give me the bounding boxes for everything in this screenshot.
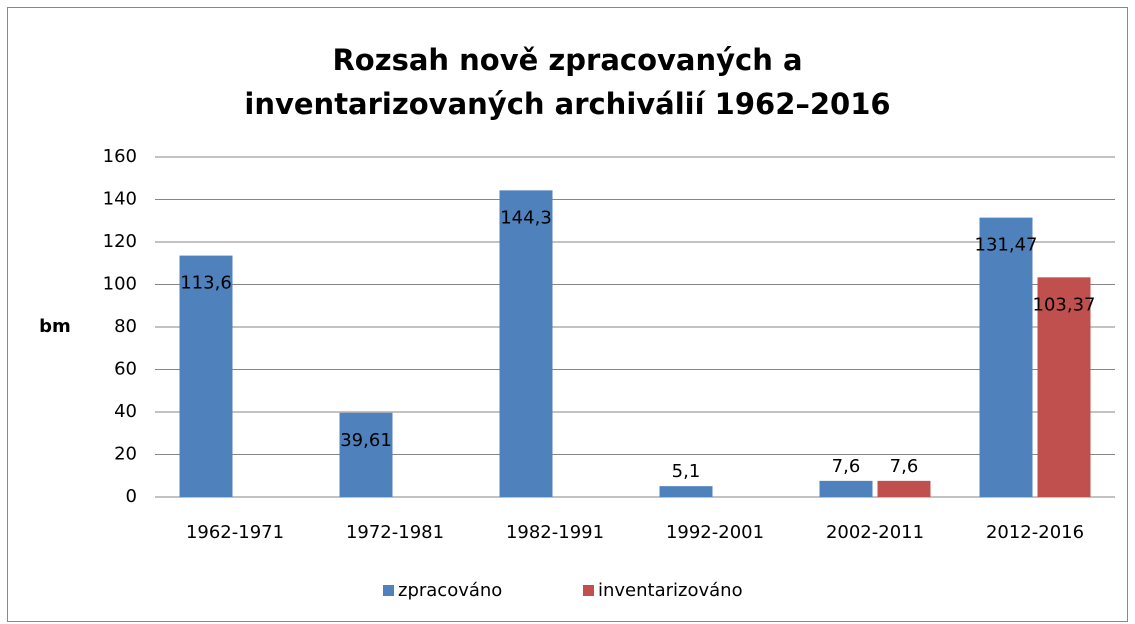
y-tick-label: 140 bbox=[103, 189, 137, 210]
data-label: 131,47 bbox=[975, 235, 1038, 256]
bar bbox=[659, 486, 713, 497]
data-label: 113,6 bbox=[180, 273, 232, 294]
y-tick-label: 80 bbox=[114, 316, 137, 337]
legend-label: inventarizováno bbox=[598, 580, 743, 601]
x-tick-label: 1992-2001 bbox=[666, 522, 764, 543]
x-tick-label: 1982-1991 bbox=[506, 522, 604, 543]
legend-swatch bbox=[583, 585, 594, 596]
bar bbox=[979, 217, 1033, 497]
data-label: 7,6 bbox=[832, 456, 861, 477]
chart-title: Rozsah nově zpracovaných a inventarizova… bbox=[244, 43, 891, 121]
data-label: 144,3 bbox=[500, 207, 552, 228]
x-tick-label: 1962-1971 bbox=[186, 522, 284, 543]
y-tick-label: 0 bbox=[126, 486, 137, 507]
x-tick-label: 1972-1981 bbox=[346, 522, 444, 543]
bar bbox=[819, 480, 873, 497]
bar bbox=[877, 480, 931, 497]
x-tick-label: 2012-2016 bbox=[986, 522, 1084, 543]
bar bbox=[499, 190, 553, 498]
bar bbox=[179, 255, 233, 497]
data-label: 7,6 bbox=[890, 456, 919, 477]
bar bbox=[1037, 277, 1091, 497]
y-tick-label: 100 bbox=[103, 274, 137, 295]
legend-swatch bbox=[383, 585, 394, 596]
y-tick-label: 160 bbox=[103, 146, 137, 167]
legend-label: zpracováno bbox=[398, 580, 502, 601]
y-tick-label: 60 bbox=[114, 359, 137, 380]
data-label: 5,1 bbox=[672, 461, 701, 482]
y-tick-label: 120 bbox=[103, 231, 137, 252]
bar bbox=[339, 412, 393, 497]
y-tick-label: 20 bbox=[114, 444, 137, 465]
data-label: 39,61 bbox=[340, 430, 392, 451]
title-box: Rozsah nově zpracovaných a inventarizova… bbox=[0, 38, 1135, 126]
data-label: 103,37 bbox=[1033, 294, 1096, 315]
x-tick-label: 2002-2011 bbox=[826, 522, 924, 543]
y-tick-label: 40 bbox=[114, 401, 137, 422]
y-axis-label: bm bbox=[39, 316, 71, 337]
